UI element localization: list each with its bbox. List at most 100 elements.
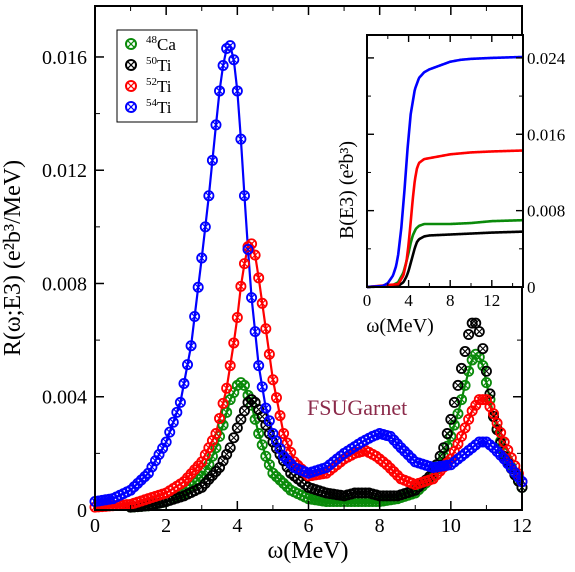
main-axes: 0 2 4 6 8 10 12 0 0.004 0.008 0.012 0.016 [42, 6, 532, 537]
data-point-Ti52 [274, 410, 286, 422]
data-point-Ti54 [171, 406, 183, 418]
data-point-hatch [507, 464, 515, 472]
inset-y-axis-label: B(E3) (e²b³) [336, 141, 358, 239]
y-tick-label: 0.004 [42, 387, 87, 409]
data-point-Ti50 [381, 490, 393, 502]
inset-plot: 0 4 8 12 0 0.008 0.016 0.024 ω(MeV) B(E3) (e²b³… [336, 34, 566, 337]
data-point-hatch [308, 495, 316, 503]
data-point-hatch [177, 399, 184, 406]
data-point-Ti54 [128, 481, 140, 493]
data-point-Ti50 [438, 442, 450, 454]
data-point-hatch [191, 313, 199, 320]
data-point-hatch [443, 430, 451, 437]
data-point-hatch [365, 489, 373, 497]
data-point-hatch [237, 135, 245, 143]
data-point-Ti52 [477, 394, 489, 406]
data-point-Ti54 [167, 416, 179, 428]
data-point-hatch [255, 430, 263, 437]
data-point-hatch [422, 461, 430, 469]
data-point-Ca48 [221, 406, 233, 418]
data-point-Ti54 [125, 484, 137, 496]
data-point-hatch [322, 489, 330, 497]
data-point-hatch [465, 331, 473, 338]
data-point-hatch [280, 430, 287, 437]
data-point-Ti54 [217, 59, 229, 71]
data-point-Ti50 [349, 487, 361, 499]
data-point-Ti54 [210, 119, 222, 131]
data-point-Ca48 [267, 467, 279, 479]
inset-axes: 0 4 8 12 0 0.008 0.016 0.024 [363, 35, 566, 310]
data-point-Ti54 [402, 449, 414, 461]
y-tick-label: 0.016 [42, 47, 87, 69]
data-point-Ti52 [210, 428, 222, 440]
inset-y-tick-label: 0.024 [527, 49, 566, 68]
data-point-hatch [226, 444, 234, 452]
legend-label-Ti54: 54Ti [146, 97, 172, 117]
inset-x-tick-label: 8 [446, 291, 455, 310]
data-point-Ca48 [256, 439, 268, 451]
data-point-Ti52 [466, 405, 478, 417]
data-point-Ti54 [253, 360, 265, 372]
data-point-hatch [383, 432, 391, 439]
main-series-group [89, 40, 528, 513]
data-point-hatch [515, 473, 522, 481]
data-point-Ti54 [192, 281, 204, 293]
data-point-hatch [169, 418, 177, 426]
data-point-Ti50 [224, 442, 236, 454]
data-point-hatch [497, 429, 505, 436]
data-point-hatch [251, 328, 259, 336]
data-point-hatch [265, 417, 273, 425]
data-point-Ti52 [388, 466, 400, 478]
data-point-Ti52 [495, 427, 507, 439]
data-point-hatch [376, 430, 384, 437]
data-point-hatch [262, 452, 270, 460]
data-point-Ti52 [217, 397, 229, 409]
y-tick-label: 0.008 [42, 273, 87, 295]
y-tick-label: 0.012 [42, 160, 87, 182]
data-point-Ti50 [352, 487, 364, 499]
data-point-Ti54 [395, 442, 407, 454]
data-point-hatch [276, 445, 284, 453]
data-point-Ti52 [281, 437, 293, 449]
data-point-Ti50 [484, 388, 496, 400]
data-point-Ca48 [448, 419, 460, 431]
data-point-hatch [241, 192, 248, 200]
data-point-Ti54 [214, 85, 226, 97]
data-point-hatch [180, 380, 188, 387]
data-point-Ti52 [231, 311, 243, 323]
legend-marker-Ti50 [125, 59, 137, 71]
data-point-Ti50 [452, 379, 464, 391]
data-point-Ca48 [274, 474, 286, 486]
x-axis-label: ω(MeV) [267, 538, 348, 564]
data-point-hatch [312, 486, 320, 494]
data-point-hatch [201, 223, 209, 231]
data-point-Ca48 [253, 428, 265, 440]
data-point-Ti52 [246, 238, 258, 250]
data-point-hatch [451, 399, 458, 406]
legend-marker-hatch [127, 61, 135, 69]
data-point-hatch [233, 87, 241, 95]
data-point-hatch [454, 440, 462, 448]
data-point-Ti52 [270, 392, 282, 404]
data-point-Ti54 [206, 154, 218, 166]
data-point-hatch [326, 490, 334, 497]
data-point-hatch [162, 438, 170, 446]
data-point-Ti54 [263, 415, 275, 427]
legend-marker-Ti52 [125, 80, 137, 92]
data-point-hatch [312, 496, 320, 504]
data-point-Ti50 [477, 343, 489, 355]
legend-marker-hatch [127, 82, 135, 90]
data-point-hatch [216, 415, 223, 422]
data-point-hatch [454, 410, 462, 418]
data-point-Ti54 [174, 396, 186, 408]
data-point-Ti52 [381, 459, 393, 471]
data-point-Ti50 [445, 413, 457, 425]
x-tick-label: 8 [375, 515, 385, 537]
data-point-hatch [486, 403, 494, 411]
data-point-hatch [461, 348, 469, 355]
data-point-hatch [241, 260, 248, 268]
main-plot: 0 2 4 6 8 10 12 0 0.004 0.008 0.012 0.016 FSUGarnet… [0, 5, 532, 564]
data-point-hatch [315, 496, 323, 504]
